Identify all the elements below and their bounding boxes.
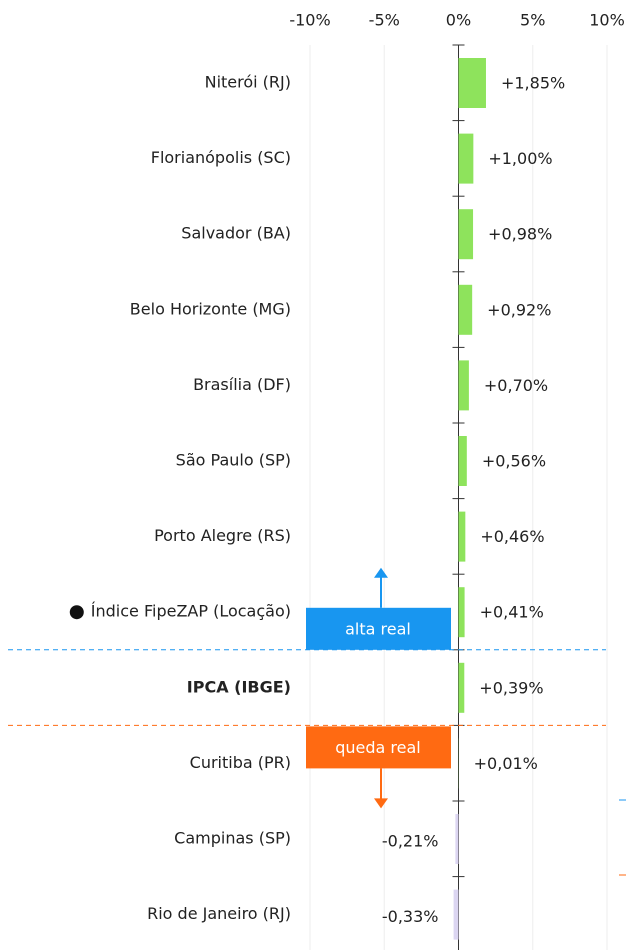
category-label: Florianópolis (SC)	[151, 148, 291, 167]
category-label: Salvador (BA)	[181, 224, 291, 243]
category-label: Índice FipeZAP (Locação)	[91, 602, 291, 621]
category-label: Niterói (RJ)	[205, 73, 291, 92]
value-label: +0,39%	[479, 678, 543, 697]
x-tick-label: 10%	[589, 11, 625, 30]
x-tick-label: -5%	[369, 11, 400, 30]
value-label: +1,00%	[488, 149, 552, 168]
bar	[458, 360, 469, 411]
value-label: +1,85%	[501, 74, 565, 93]
category-label: Brasília (DF)	[193, 375, 291, 394]
category-label: São Paulo (SP)	[176, 451, 291, 470]
value-label: +0,46%	[480, 527, 544, 546]
value-label: +0,92%	[487, 300, 551, 319]
value-label: +0,56%	[482, 452, 546, 471]
category-label: IPCA (IBGE)	[187, 677, 291, 696]
bar	[455, 814, 459, 864]
category-label: Curitiba (PR)	[190, 753, 291, 772]
category-label: Porto Alegre (RS)	[154, 526, 291, 545]
x-tick-label: 0%	[446, 11, 471, 30]
x-tick-label: 5%	[520, 11, 545, 30]
value-label: +0,98%	[488, 225, 552, 244]
category-label: Belo Horizonte (MG)	[130, 299, 291, 318]
bar	[458, 284, 473, 335]
bar	[458, 209, 474, 260]
category-label: Rio de Janeiro (RJ)	[147, 904, 291, 923]
bar	[458, 436, 467, 486]
annotation-arrowhead	[374, 567, 388, 578]
category-label: Campinas (SP)	[174, 829, 291, 848]
value-label: -0,33%	[382, 907, 439, 926]
annotation-text: queda real	[335, 738, 421, 757]
annotation-box	[306, 607, 451, 650]
bar	[458, 662, 465, 713]
annotation-arrowhead	[374, 798, 388, 809]
annotation-box	[306, 726, 451, 769]
x-tick-label: -10%	[289, 11, 330, 30]
value-label: +0,41%	[480, 603, 544, 622]
category-marker	[69, 605, 84, 620]
bar	[453, 889, 459, 940]
value-label: +0,01%	[474, 754, 538, 773]
bar	[458, 511, 466, 562]
value-label: +0,70%	[484, 376, 548, 395]
annotation-text: alta real	[345, 619, 411, 638]
bar	[458, 587, 465, 638]
bar	[458, 58, 486, 108]
bar	[458, 133, 474, 184]
value-label: -0,21%	[382, 832, 439, 851]
